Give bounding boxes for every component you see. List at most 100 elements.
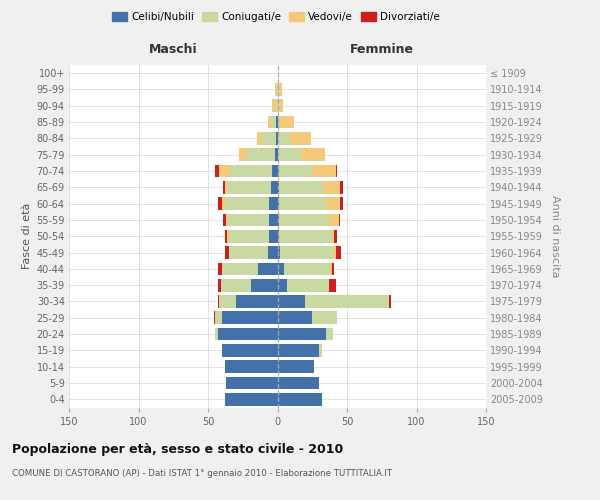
Bar [279, 230, 332, 242]
Bar [277, 198, 279, 210]
Bar [224, 360, 277, 373]
Bar [272, 100, 275, 112]
Bar [218, 295, 219, 308]
Bar [305, 295, 389, 308]
Y-axis label: Fasce di età: Fasce di età [22, 203, 32, 270]
Bar [331, 262, 332, 275]
Bar [336, 164, 337, 177]
Bar [279, 198, 326, 210]
Bar [277, 214, 279, 226]
Bar [340, 198, 343, 210]
Bar [277, 83, 281, 96]
Bar [336, 246, 341, 259]
Bar [218, 279, 221, 291]
Text: COMUNE DI CASTORANO (AP) - Dati ISTAT 1° gennaio 2010 - Elaborazione TUTTITALIA.: COMUNE DI CASTORANO (AP) - Dati ISTAT 1°… [12, 469, 392, 478]
Text: Popolazione per età, sesso e stato civile - 2010: Popolazione per età, sesso e stato civil… [12, 442, 343, 456]
Bar [277, 312, 312, 324]
Bar [287, 279, 329, 291]
Text: Maschi: Maschi [149, 43, 197, 56]
Bar [277, 262, 284, 275]
Bar [277, 360, 314, 373]
Bar [275, 83, 276, 96]
Bar [284, 262, 331, 275]
Bar [269, 230, 277, 242]
Bar [268, 246, 277, 259]
Bar [257, 132, 262, 145]
Bar [338, 214, 340, 226]
Bar [226, 214, 227, 226]
Bar [268, 116, 271, 128]
Bar [218, 198, 222, 210]
Bar [279, 181, 323, 194]
Bar [239, 148, 245, 161]
Bar [219, 164, 230, 177]
Bar [340, 181, 343, 194]
Bar [223, 181, 224, 194]
Bar [236, 295, 277, 308]
Bar [227, 230, 229, 242]
Bar [222, 344, 277, 357]
Bar [277, 376, 319, 390]
Bar [224, 198, 269, 210]
Bar [226, 376, 277, 390]
Bar [277, 148, 301, 161]
Bar [277, 164, 279, 177]
Bar [277, 279, 287, 291]
Bar [215, 312, 222, 324]
Bar [279, 214, 329, 226]
Bar [224, 393, 277, 406]
Bar [222, 262, 258, 275]
Bar [223, 214, 226, 226]
Bar [276, 132, 277, 145]
Bar [332, 230, 334, 242]
Bar [229, 246, 268, 259]
Bar [329, 214, 338, 226]
Bar [277, 230, 279, 242]
Bar [227, 181, 271, 194]
Bar [277, 100, 283, 112]
Bar [219, 295, 236, 308]
Bar [262, 132, 276, 145]
Bar [277, 132, 290, 145]
Bar [215, 164, 219, 177]
Bar [389, 295, 391, 308]
Bar [271, 181, 277, 194]
Bar [251, 279, 277, 291]
Bar [224, 246, 229, 259]
Bar [301, 148, 325, 161]
Bar [280, 116, 294, 128]
Bar [221, 279, 251, 291]
Bar [326, 328, 333, 340]
Bar [277, 328, 326, 340]
Bar [277, 116, 280, 128]
Bar [269, 198, 277, 210]
Bar [271, 116, 276, 128]
Legend: Celibi/Nubili, Coniugati/e, Vedovi/e, Divorziati/e: Celibi/Nubili, Coniugati/e, Vedovi/e, Di… [108, 8, 444, 26]
Bar [218, 262, 222, 275]
Bar [275, 100, 277, 112]
Bar [275, 148, 277, 161]
Bar [214, 312, 215, 324]
Bar [279, 164, 312, 177]
Bar [323, 181, 340, 194]
Bar [334, 230, 337, 242]
Bar [230, 164, 272, 177]
Text: Femmine: Femmine [350, 43, 414, 56]
Bar [215, 328, 218, 340]
Bar [277, 295, 305, 308]
Bar [277, 344, 319, 357]
Bar [222, 312, 277, 324]
Bar [326, 198, 340, 210]
Bar [276, 83, 277, 96]
Bar [277, 246, 280, 259]
Bar [333, 246, 336, 259]
Bar [280, 246, 333, 259]
Y-axis label: Anni di nascita: Anni di nascita [550, 195, 560, 278]
Bar [218, 328, 277, 340]
Bar [269, 214, 277, 226]
Bar [332, 262, 334, 275]
Bar [312, 164, 336, 177]
Bar [227, 214, 269, 226]
Bar [319, 344, 322, 357]
Bar [258, 262, 277, 275]
